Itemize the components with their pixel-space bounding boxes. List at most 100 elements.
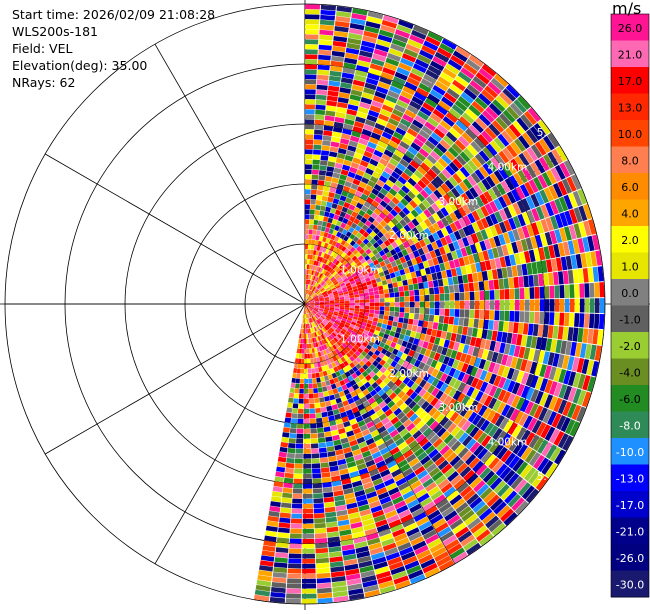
velocity-gate bbox=[304, 394, 309, 399]
velocity-gate bbox=[396, 327, 402, 333]
velocity-gate bbox=[394, 292, 399, 297]
velocity-gate bbox=[307, 349, 310, 354]
velocity-gate bbox=[305, 279, 306, 284]
velocity-gate bbox=[305, 109, 315, 114]
velocity-gate bbox=[559, 313, 564, 326]
velocity-gate bbox=[283, 488, 293, 493]
velocity-gate bbox=[479, 281, 484, 290]
velocity-gate bbox=[380, 298, 385, 302]
velocity-gate bbox=[315, 528, 327, 533]
velocity-gate bbox=[283, 427, 290, 432]
velocity-gate bbox=[298, 359, 301, 364]
velocity-gate bbox=[333, 198, 339, 204]
velocity-gate bbox=[320, 25, 334, 31]
velocity-gate bbox=[328, 81, 340, 87]
velocity-gate bbox=[559, 285, 564, 298]
velocity-gate bbox=[296, 434, 303, 439]
colorbar-tick-label: -17.0 bbox=[616, 499, 644, 512]
velocity-gate bbox=[539, 312, 544, 324]
velocity-gate bbox=[438, 279, 444, 287]
velocity-gate bbox=[319, 452, 327, 457]
velocity-gate bbox=[330, 208, 336, 214]
velocity-gate bbox=[299, 349, 302, 354]
velocity-gate bbox=[573, 269, 579, 283]
velocity-gate bbox=[320, 304, 325, 305]
velocity-gate bbox=[310, 353, 313, 358]
velocity-gate bbox=[485, 291, 490, 300]
velocity-gate bbox=[304, 379, 308, 384]
velocity-gate bbox=[323, 191, 329, 197]
range-ring-label: 1.00km bbox=[340, 265, 380, 277]
velocity-gate bbox=[292, 413, 298, 418]
velocity-gate bbox=[300, 374, 304, 379]
velocity-gate bbox=[309, 349, 312, 354]
velocity-gate bbox=[375, 303, 380, 307]
velocity-gate bbox=[391, 326, 397, 332]
velocity-gate bbox=[303, 514, 314, 519]
velocity-gate bbox=[558, 326, 564, 339]
velocity-gate bbox=[589, 314, 594, 329]
velocity-gate bbox=[279, 522, 291, 528]
velocity-gate bbox=[330, 146, 339, 152]
velocity-gate bbox=[384, 315, 389, 320]
velocity-gate bbox=[300, 344, 303, 349]
velocity-gate bbox=[311, 438, 318, 443]
velocity-gate bbox=[407, 324, 413, 330]
velocity-gate bbox=[305, 144, 313, 149]
velocity-gate bbox=[293, 484, 302, 489]
velocity-gate bbox=[478, 319, 484, 328]
velocity-gate bbox=[275, 552, 288, 558]
velocity-gate bbox=[295, 383, 300, 388]
velocity-gate bbox=[305, 274, 306, 279]
velocity-gate bbox=[329, 151, 337, 157]
velocity-gate bbox=[322, 145, 330, 151]
velocity-gate bbox=[328, 86, 339, 92]
velocity-gate bbox=[550, 299, 555, 312]
velocity-gate bbox=[413, 319, 418, 325]
velocity-gate bbox=[330, 303, 335, 304]
velocity-gate bbox=[449, 317, 454, 325]
velocity-gate bbox=[574, 313, 579, 327]
velocity-gate bbox=[380, 302, 385, 306]
velocity-gate bbox=[424, 314, 429, 321]
velocity-gate bbox=[302, 564, 315, 569]
velocity-gate bbox=[317, 382, 322, 387]
velocity-gate bbox=[387, 279, 393, 284]
velocity-gate bbox=[514, 288, 519, 299]
velocity-gate bbox=[302, 544, 314, 549]
velocity-gate bbox=[305, 244, 308, 249]
velocity-gate bbox=[290, 534, 302, 539]
velocity-gate bbox=[430, 308, 435, 315]
velocity-gate bbox=[441, 271, 447, 279]
velocity-gate bbox=[305, 24, 319, 29]
velocity-gate bbox=[365, 303, 370, 306]
velocity-gate bbox=[310, 423, 316, 428]
velocity-gate bbox=[308, 234, 312, 239]
velocity-gate bbox=[315, 548, 328, 553]
velocity-gate bbox=[369, 310, 374, 314]
velocity-gate bbox=[317, 593, 332, 599]
velocity-gate bbox=[394, 287, 399, 292]
velocity-gate bbox=[292, 494, 302, 499]
velocity-gate bbox=[350, 298, 355, 301]
velocity-gate bbox=[595, 298, 600, 313]
velocity-gate bbox=[574, 284, 579, 298]
velocity-gate bbox=[430, 295, 435, 302]
velocity-gate bbox=[298, 409, 304, 414]
velocity-gate bbox=[302, 579, 316, 584]
velocity-gate bbox=[324, 502, 335, 508]
velocity-gate bbox=[425, 308, 430, 314]
velocity-gate bbox=[333, 409, 340, 415]
velocity-gate bbox=[350, 308, 355, 311]
velocity-gate bbox=[390, 307, 395, 312]
velocity-gate bbox=[294, 464, 302, 469]
velocity-gate bbox=[329, 76, 341, 82]
velocity-gate bbox=[590, 298, 595, 313]
velocity-gate bbox=[579, 313, 584, 327]
velocity-gate bbox=[273, 486, 283, 492]
velocity-gate bbox=[314, 398, 319, 403]
velocity-gate bbox=[310, 215, 315, 220]
velocity-gate bbox=[455, 301, 460, 309]
velocity-gate bbox=[565, 299, 570, 312]
velocity-gate bbox=[327, 410, 334, 416]
